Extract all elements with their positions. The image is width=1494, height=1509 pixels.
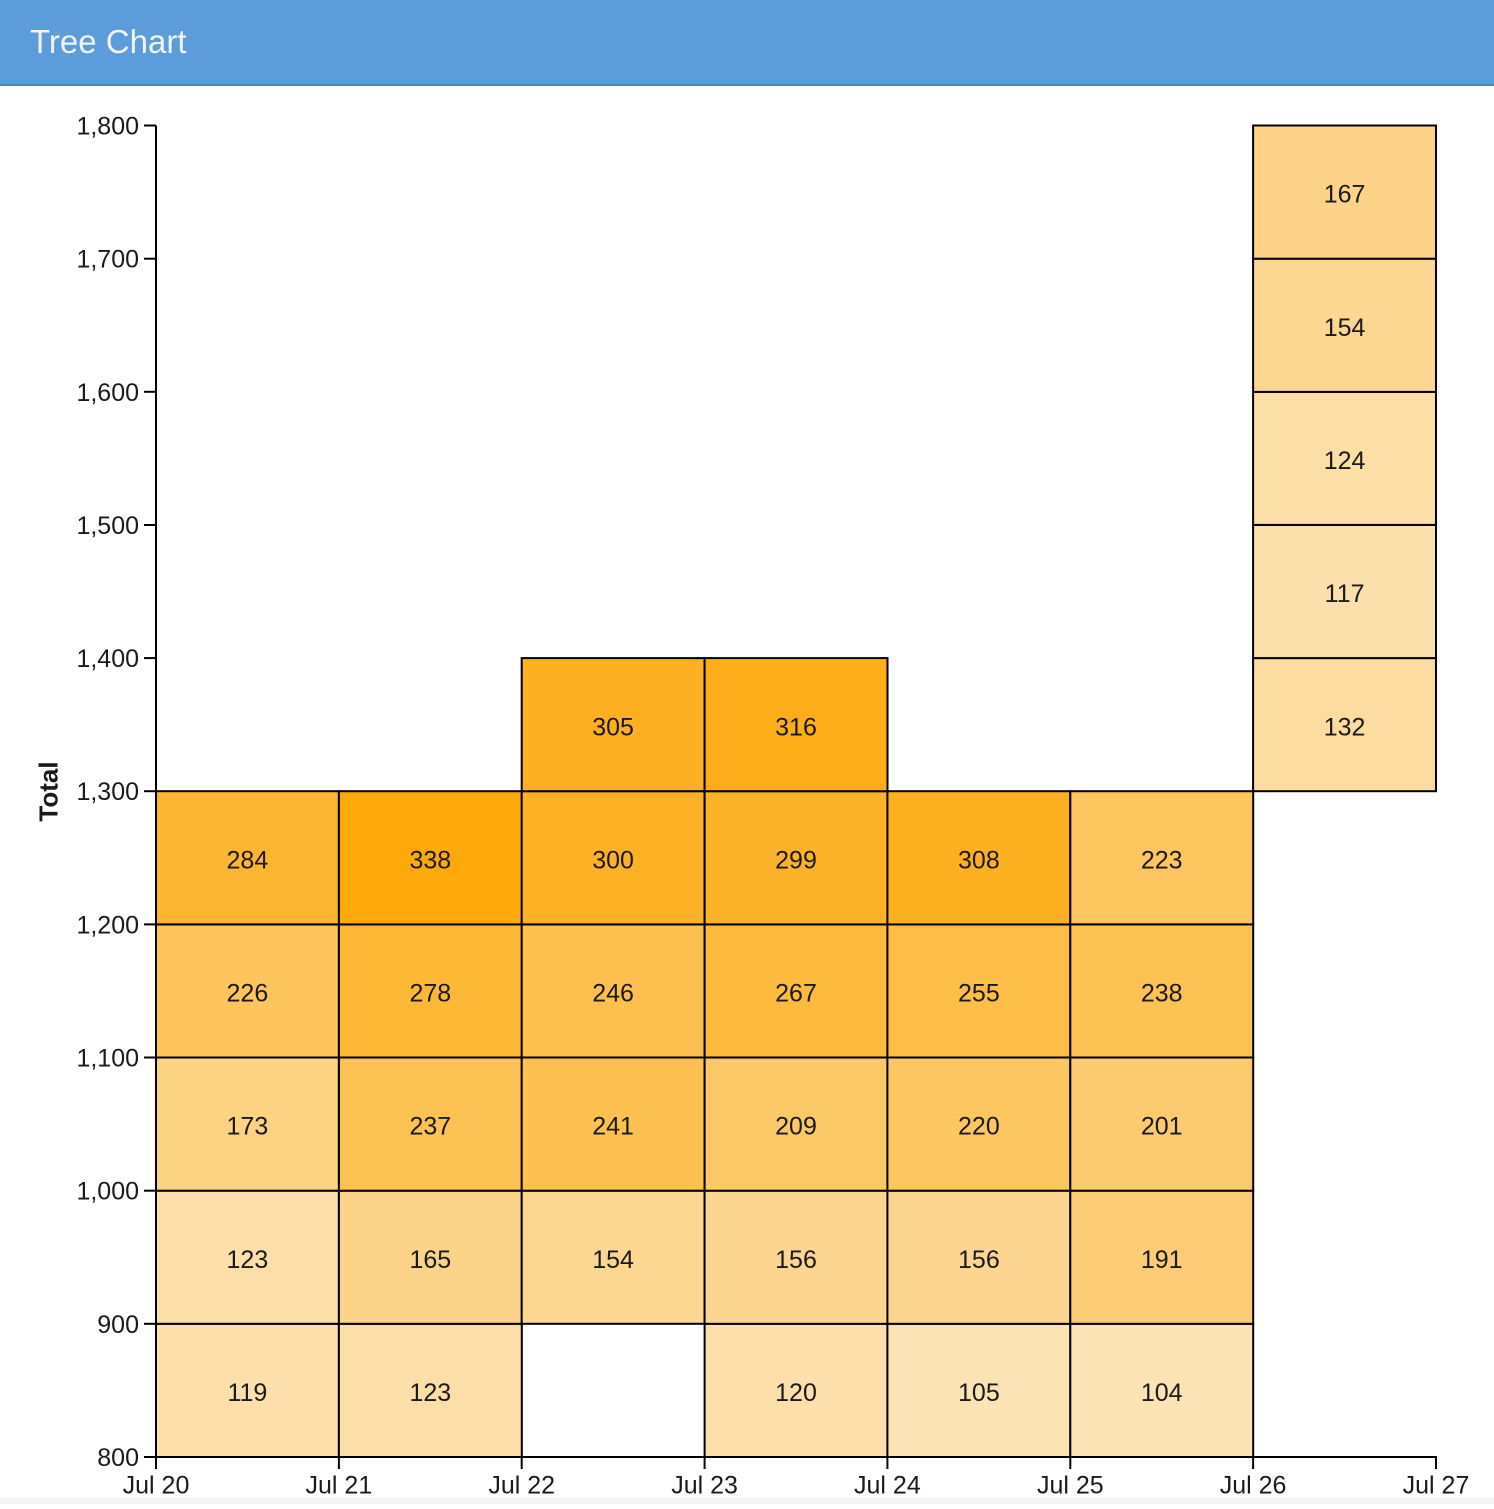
svg-text:156: 156 [958,1246,1000,1274]
svg-text:132: 132 [1324,713,1366,741]
svg-text:120: 120 [775,1379,817,1407]
svg-text:241: 241 [592,1113,634,1141]
svg-text:299: 299 [775,846,817,874]
svg-text:338: 338 [409,846,451,874]
svg-text:1,000: 1,000 [76,1178,139,1206]
svg-text:278: 278 [409,980,451,1008]
svg-text:Jul 25: Jul 25 [1037,1472,1104,1500]
svg-text:900: 900 [97,1311,139,1339]
svg-text:Jul 22: Jul 22 [488,1472,555,1500]
svg-text:105: 105 [958,1379,1000,1407]
svg-text:300: 300 [592,846,634,874]
svg-text:124: 124 [1324,447,1366,475]
svg-text:Jul 24: Jul 24 [854,1472,921,1500]
svg-text:1,400: 1,400 [76,645,139,673]
svg-text:267: 267 [775,980,817,1008]
svg-text:316: 316 [775,713,817,741]
svg-text:Jul 23: Jul 23 [671,1472,738,1500]
svg-text:154: 154 [1324,314,1366,342]
svg-text:223: 223 [1141,846,1183,874]
svg-text:800: 800 [97,1444,139,1472]
svg-text:246: 246 [592,980,634,1008]
svg-text:238: 238 [1141,980,1183,1008]
svg-text:119: 119 [227,1379,267,1407]
svg-text:Total: Total [34,761,64,821]
svg-text:1,800: 1,800 [76,113,139,141]
svg-text:1,600: 1,600 [76,379,139,407]
svg-text:123: 123 [409,1379,451,1407]
svg-text:Jul 21: Jul 21 [306,1472,373,1500]
svg-text:191: 191 [1141,1246,1183,1274]
svg-text:165: 165 [409,1246,451,1274]
svg-text:201: 201 [1141,1113,1183,1141]
svg-text:305: 305 [592,713,634,741]
svg-text:173: 173 [227,1113,269,1141]
svg-text:Jul 20: Jul 20 [123,1472,190,1500]
svg-text:255: 255 [958,980,1000,1008]
svg-text:1,200: 1,200 [76,911,139,939]
svg-text:104: 104 [1141,1379,1183,1407]
svg-text:1,100: 1,100 [76,1045,139,1073]
svg-text:Jul 27: Jul 27 [1403,1472,1470,1500]
svg-text:308: 308 [958,846,1000,874]
svg-text:1,700: 1,700 [76,246,139,274]
svg-text:154: 154 [592,1246,634,1274]
svg-text:284: 284 [227,846,269,874]
svg-text:237: 237 [409,1113,451,1141]
svg-text:209: 209 [775,1113,817,1141]
svg-text:226: 226 [227,980,269,1008]
svg-text:117: 117 [1325,580,1365,608]
svg-text:167: 167 [1324,181,1366,209]
svg-text:1,500: 1,500 [76,512,139,540]
svg-text:Jul 26: Jul 26 [1220,1472,1287,1500]
svg-text:1,300: 1,300 [76,778,139,806]
svg-text:220: 220 [958,1113,1000,1141]
svg-text:123: 123 [227,1246,269,1274]
svg-text:156: 156 [775,1246,817,1274]
